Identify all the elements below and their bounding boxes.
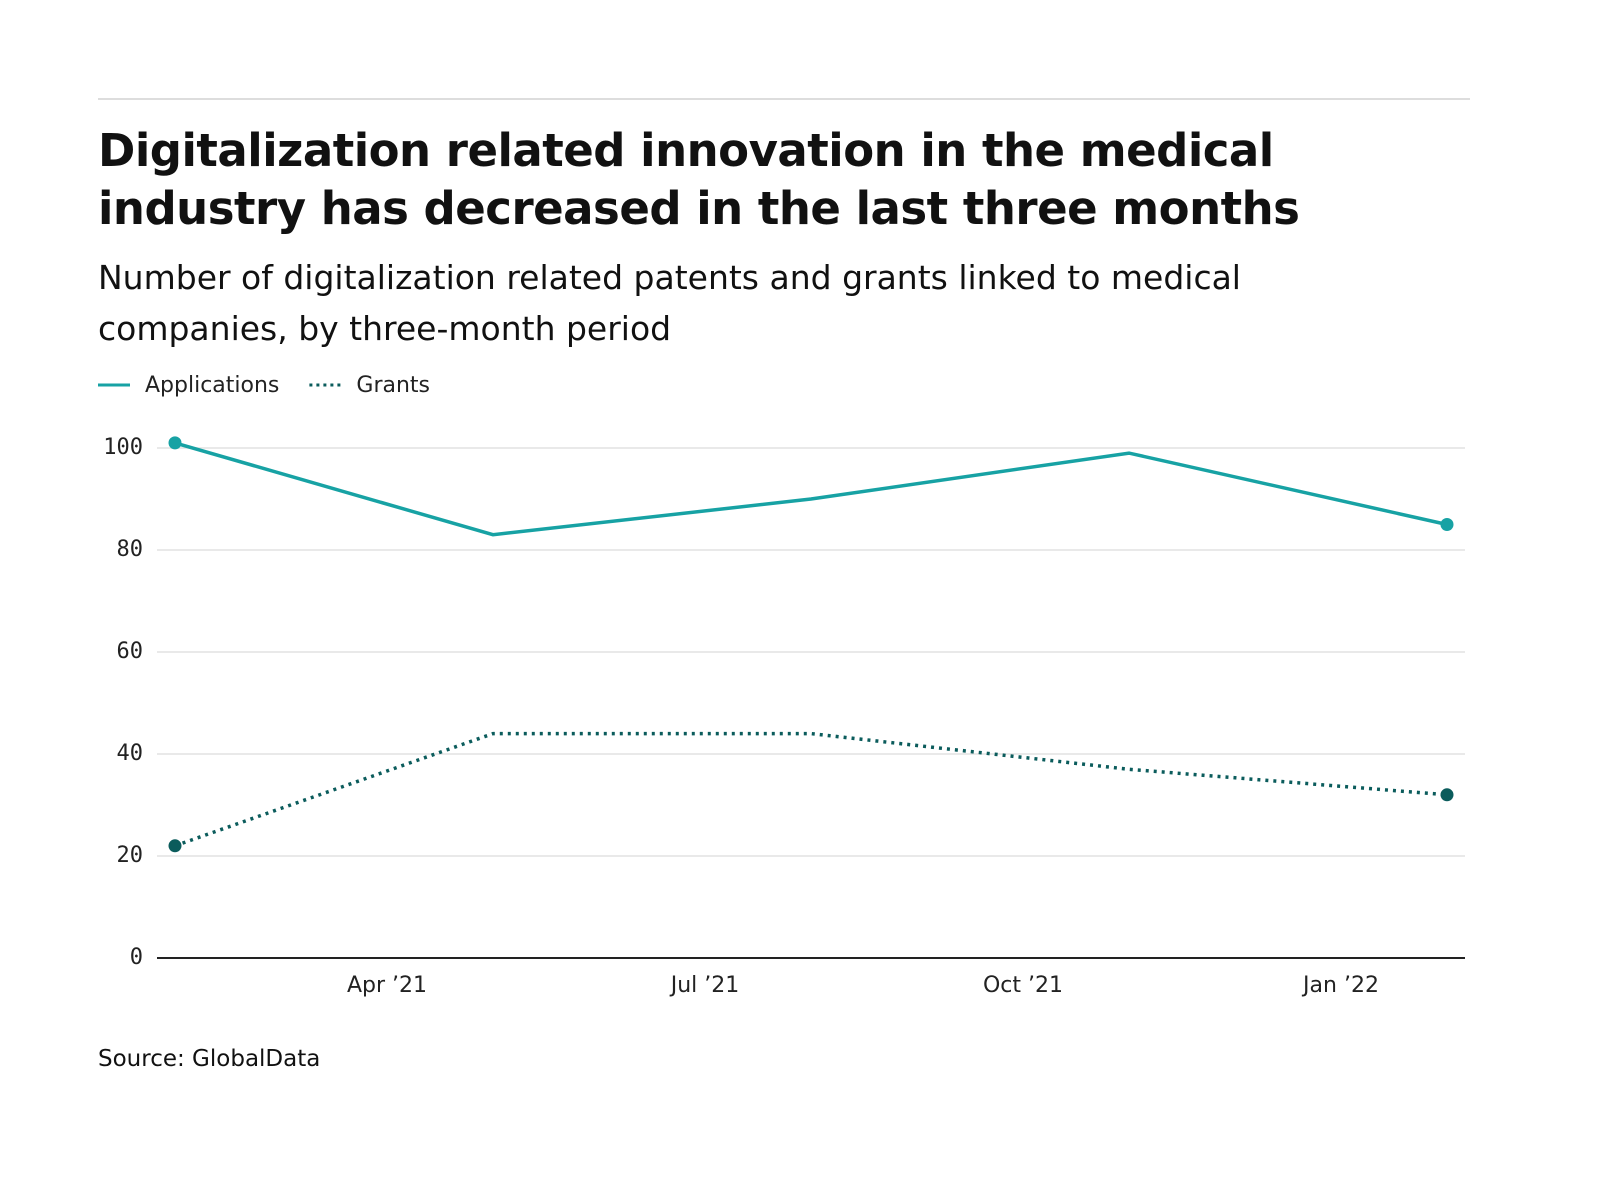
y-tick-label: 60 [117,639,144,664]
x-tick-label: Jan ’22 [1301,973,1379,998]
x-tick-label: Oct ’21 [983,973,1063,998]
x-tick-label: Apr ’21 [347,973,427,998]
y-tick-label: 0 [130,945,143,970]
end-dot [1440,518,1454,531]
source-note: Source: GlobalData [98,1046,321,1072]
legend-label: Applications [145,373,279,398]
series-line [174,731,1448,848]
end-dot [1440,788,1454,802]
y-tick-label: 40 [117,741,144,766]
y-tick-label: 20 [117,843,144,868]
legend-label: Grants [356,373,430,398]
chart-title: Digitalization related innovation in the… [98,124,1300,235]
chart-subtitle: Number of digitalization related patents… [98,258,1241,348]
top-rule [98,98,1470,100]
end-dot [168,839,182,853]
y-tick-label: 100 [103,435,143,460]
end-dot [168,436,182,450]
x-tick-label: Jul ’21 [669,973,740,998]
series-line [174,441,1448,537]
y-tick-label: 80 [117,537,144,562]
